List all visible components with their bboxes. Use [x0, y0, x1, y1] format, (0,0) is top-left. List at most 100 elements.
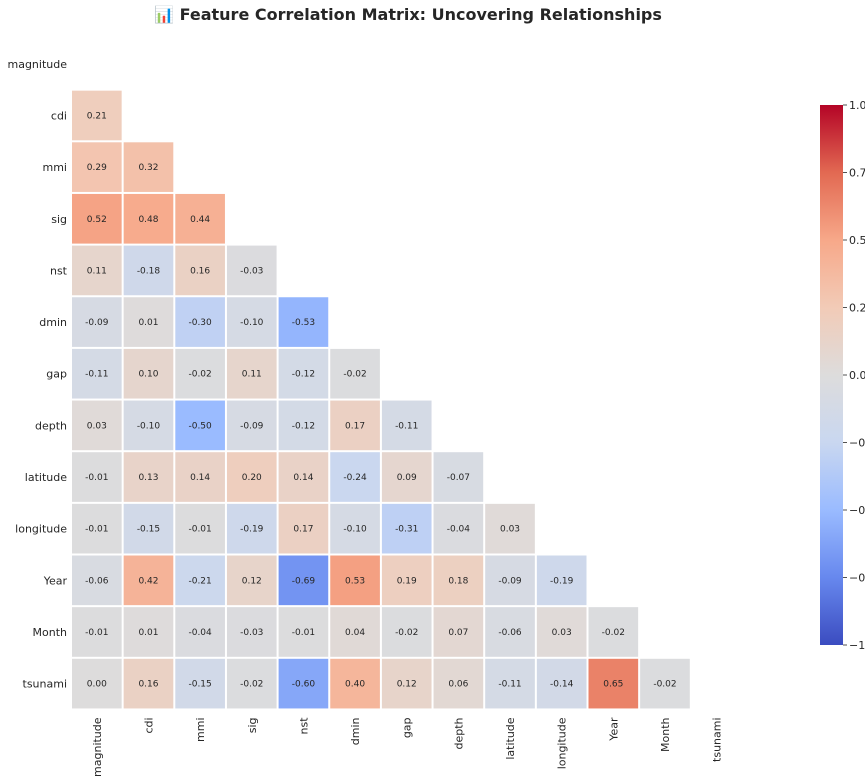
- heatmap-cell-tsunami-Year: [588, 658, 639, 709]
- chart-title: 📊 Feature Correlation Matrix: Uncovering…: [154, 5, 662, 24]
- cell-value-label: -0.69: [292, 576, 316, 586]
- heatmap-cell-Month-nst: [278, 607, 329, 657]
- cell-value-label: -0.15: [188, 680, 211, 690]
- y-tick-label: Year: [43, 574, 68, 587]
- cell-value-label: -0.14: [550, 680, 574, 690]
- heatmap-cell-depth-nst: [278, 400, 329, 451]
- heatmap-cells: [72, 90, 690, 709]
- heatmap-cell-Month-gap: [381, 607, 432, 657]
- cell-value-label: -0.01: [292, 628, 315, 638]
- cell-value-label: -0.31: [395, 525, 418, 535]
- heatmap-cell-gap-cdi: [123, 348, 174, 399]
- cell-value-label: -0.01: [188, 525, 211, 535]
- x-tick-label: magnitude: [91, 717, 104, 777]
- cell-value-label: 0.09: [397, 473, 417, 483]
- cell-value-label: 0.16: [138, 680, 158, 690]
- heatmap-cell-longitude-magnitude: [72, 503, 122, 554]
- heatmap-cell-tsunami-nst: [278, 658, 329, 709]
- cell-value-label: -0.03: [240, 266, 263, 276]
- cell-value-label: -0.12: [292, 421, 315, 431]
- cell-value-label: 0.12: [397, 680, 417, 690]
- heatmap-cell-latitude-nst: [278, 452, 329, 502]
- heatmap-cell-Month-Year: [588, 607, 639, 657]
- colorbar-tick-label: 0.25: [849, 302, 865, 315]
- y-tick-label: mmi: [43, 161, 68, 174]
- heatmap-cell-Year-nst: [278, 555, 329, 606]
- colorbar-ticks: 1.00 0.75 0.50 0.25 0.00 −0.25 −0.50 −0.75 −1.00: [843, 99, 865, 652]
- y-tick-label: longitude: [15, 523, 67, 536]
- heatmap-cell-latitude-cdi: [123, 452, 174, 502]
- x-tick-label: Year: [607, 717, 620, 742]
- cell-value-label: -0.11: [395, 421, 418, 431]
- cell-value-label: -0.19: [550, 576, 574, 586]
- heatmap-cell-depth-mmi: [175, 400, 225, 451]
- cell-value-label: -0.18: [137, 266, 161, 276]
- heatmap-cell-Year-depth: [433, 555, 484, 606]
- cell-value-label: 0.00: [87, 680, 107, 690]
- heatmap-cell-tsunami-gap: [381, 658, 432, 709]
- x-tick-label: sig: [246, 717, 259, 733]
- cell-value-label: -0.10: [343, 525, 367, 535]
- heatmap-cell-depth-sig: [226, 400, 277, 451]
- cell-value-label: 0.11: [87, 266, 107, 276]
- x-tick-label: longitude: [556, 717, 569, 769]
- colorbar-tick-label: 0.00: [849, 369, 865, 382]
- heatmap-cell-depth-gap: [381, 400, 432, 451]
- cell-value-label: 0.11: [242, 370, 262, 380]
- y-tick-label: Month: [33, 626, 68, 639]
- y-tick-label: latitude: [25, 471, 67, 484]
- cell-value-label: -0.50: [188, 421, 212, 431]
- cell-value-label: 0.03: [500, 525, 520, 535]
- cell-value-label: 0.29: [87, 163, 107, 173]
- cell-value-label: -0.01: [85, 473, 108, 483]
- heatmap-cell-longitude-nst: [278, 503, 329, 554]
- heatmap-cell-dmin-nst: [278, 297, 329, 347]
- cell-value-label: 0.40: [345, 680, 365, 690]
- heatmap-cell-Month-longitude: [536, 607, 587, 657]
- cell-value-label: -0.04: [188, 628, 212, 638]
- heatmap-cell-longitude-mmi: [175, 503, 225, 554]
- heatmap-cell-gap-nst: [278, 348, 329, 399]
- cell-value-label: 0.19: [397, 576, 417, 586]
- heatmap-cell-dmin-cdi: [123, 297, 174, 347]
- heatmap-cell-cdi-magnitude: [72, 90, 122, 141]
- heatmap-cell-nst-magnitude: [72, 245, 122, 296]
- cell-value-label: -0.02: [653, 680, 676, 690]
- cell-value-label: 0.13: [138, 473, 158, 483]
- heatmap-cell-nst-cdi: [123, 245, 174, 296]
- colorbar-tick-label: 0.75: [849, 167, 865, 180]
- heatmap-cell-longitude-cdi: [123, 503, 174, 554]
- heatmap-cell-gap-mmi: [175, 348, 225, 399]
- cell-value-label: 0.48: [138, 215, 158, 225]
- heatmap-cell-gap-magnitude: [72, 348, 122, 399]
- heatmap-cell-dmin-mmi: [175, 297, 225, 347]
- cell-value-label: -0.24: [343, 473, 367, 483]
- cell-value-label: -0.02: [395, 628, 418, 638]
- y-tick-label: magnitude: [7, 58, 67, 71]
- heatmap-cell-gap-dmin: [330, 348, 380, 399]
- heatmap-cell-Month-magnitude: [72, 607, 122, 657]
- cell-value-label: 0.52: [87, 215, 107, 225]
- cell-value-label: 0.42: [138, 576, 158, 586]
- cell-value-label: 0.12: [242, 576, 262, 586]
- cell-value-label: -0.09: [240, 421, 264, 431]
- y-tick-label: cdi: [51, 109, 67, 122]
- cell-value-label: -0.30: [188, 318, 212, 328]
- colorbar-tick-label: −0.25: [849, 437, 865, 450]
- heatmap-cell-Month-dmin: [330, 607, 380, 657]
- heatmap-cell-dmin-sig: [226, 297, 277, 347]
- cell-value-label: -0.06: [85, 576, 109, 586]
- cell-value-label: -0.53: [292, 318, 315, 328]
- heatmap-cell-Year-dmin: [330, 555, 380, 606]
- heatmap-cell-longitude-sig: [226, 503, 277, 554]
- heatmap-cell-sig-magnitude: [72, 193, 122, 244]
- cell-value-label: -0.01: [85, 628, 108, 638]
- cell-value-label: -0.21: [188, 576, 211, 586]
- heatmap-cell-latitude-dmin: [330, 452, 380, 502]
- x-tick-label: mmi: [194, 717, 207, 742]
- cell-value-label: -0.10: [240, 318, 264, 328]
- cell-value-label: -0.02: [188, 370, 211, 380]
- heatmap-cell-latitude-sig: [226, 452, 277, 502]
- colorbar-tick-label: 0.50: [849, 234, 865, 247]
- x-tick-label: latitude: [504, 717, 517, 759]
